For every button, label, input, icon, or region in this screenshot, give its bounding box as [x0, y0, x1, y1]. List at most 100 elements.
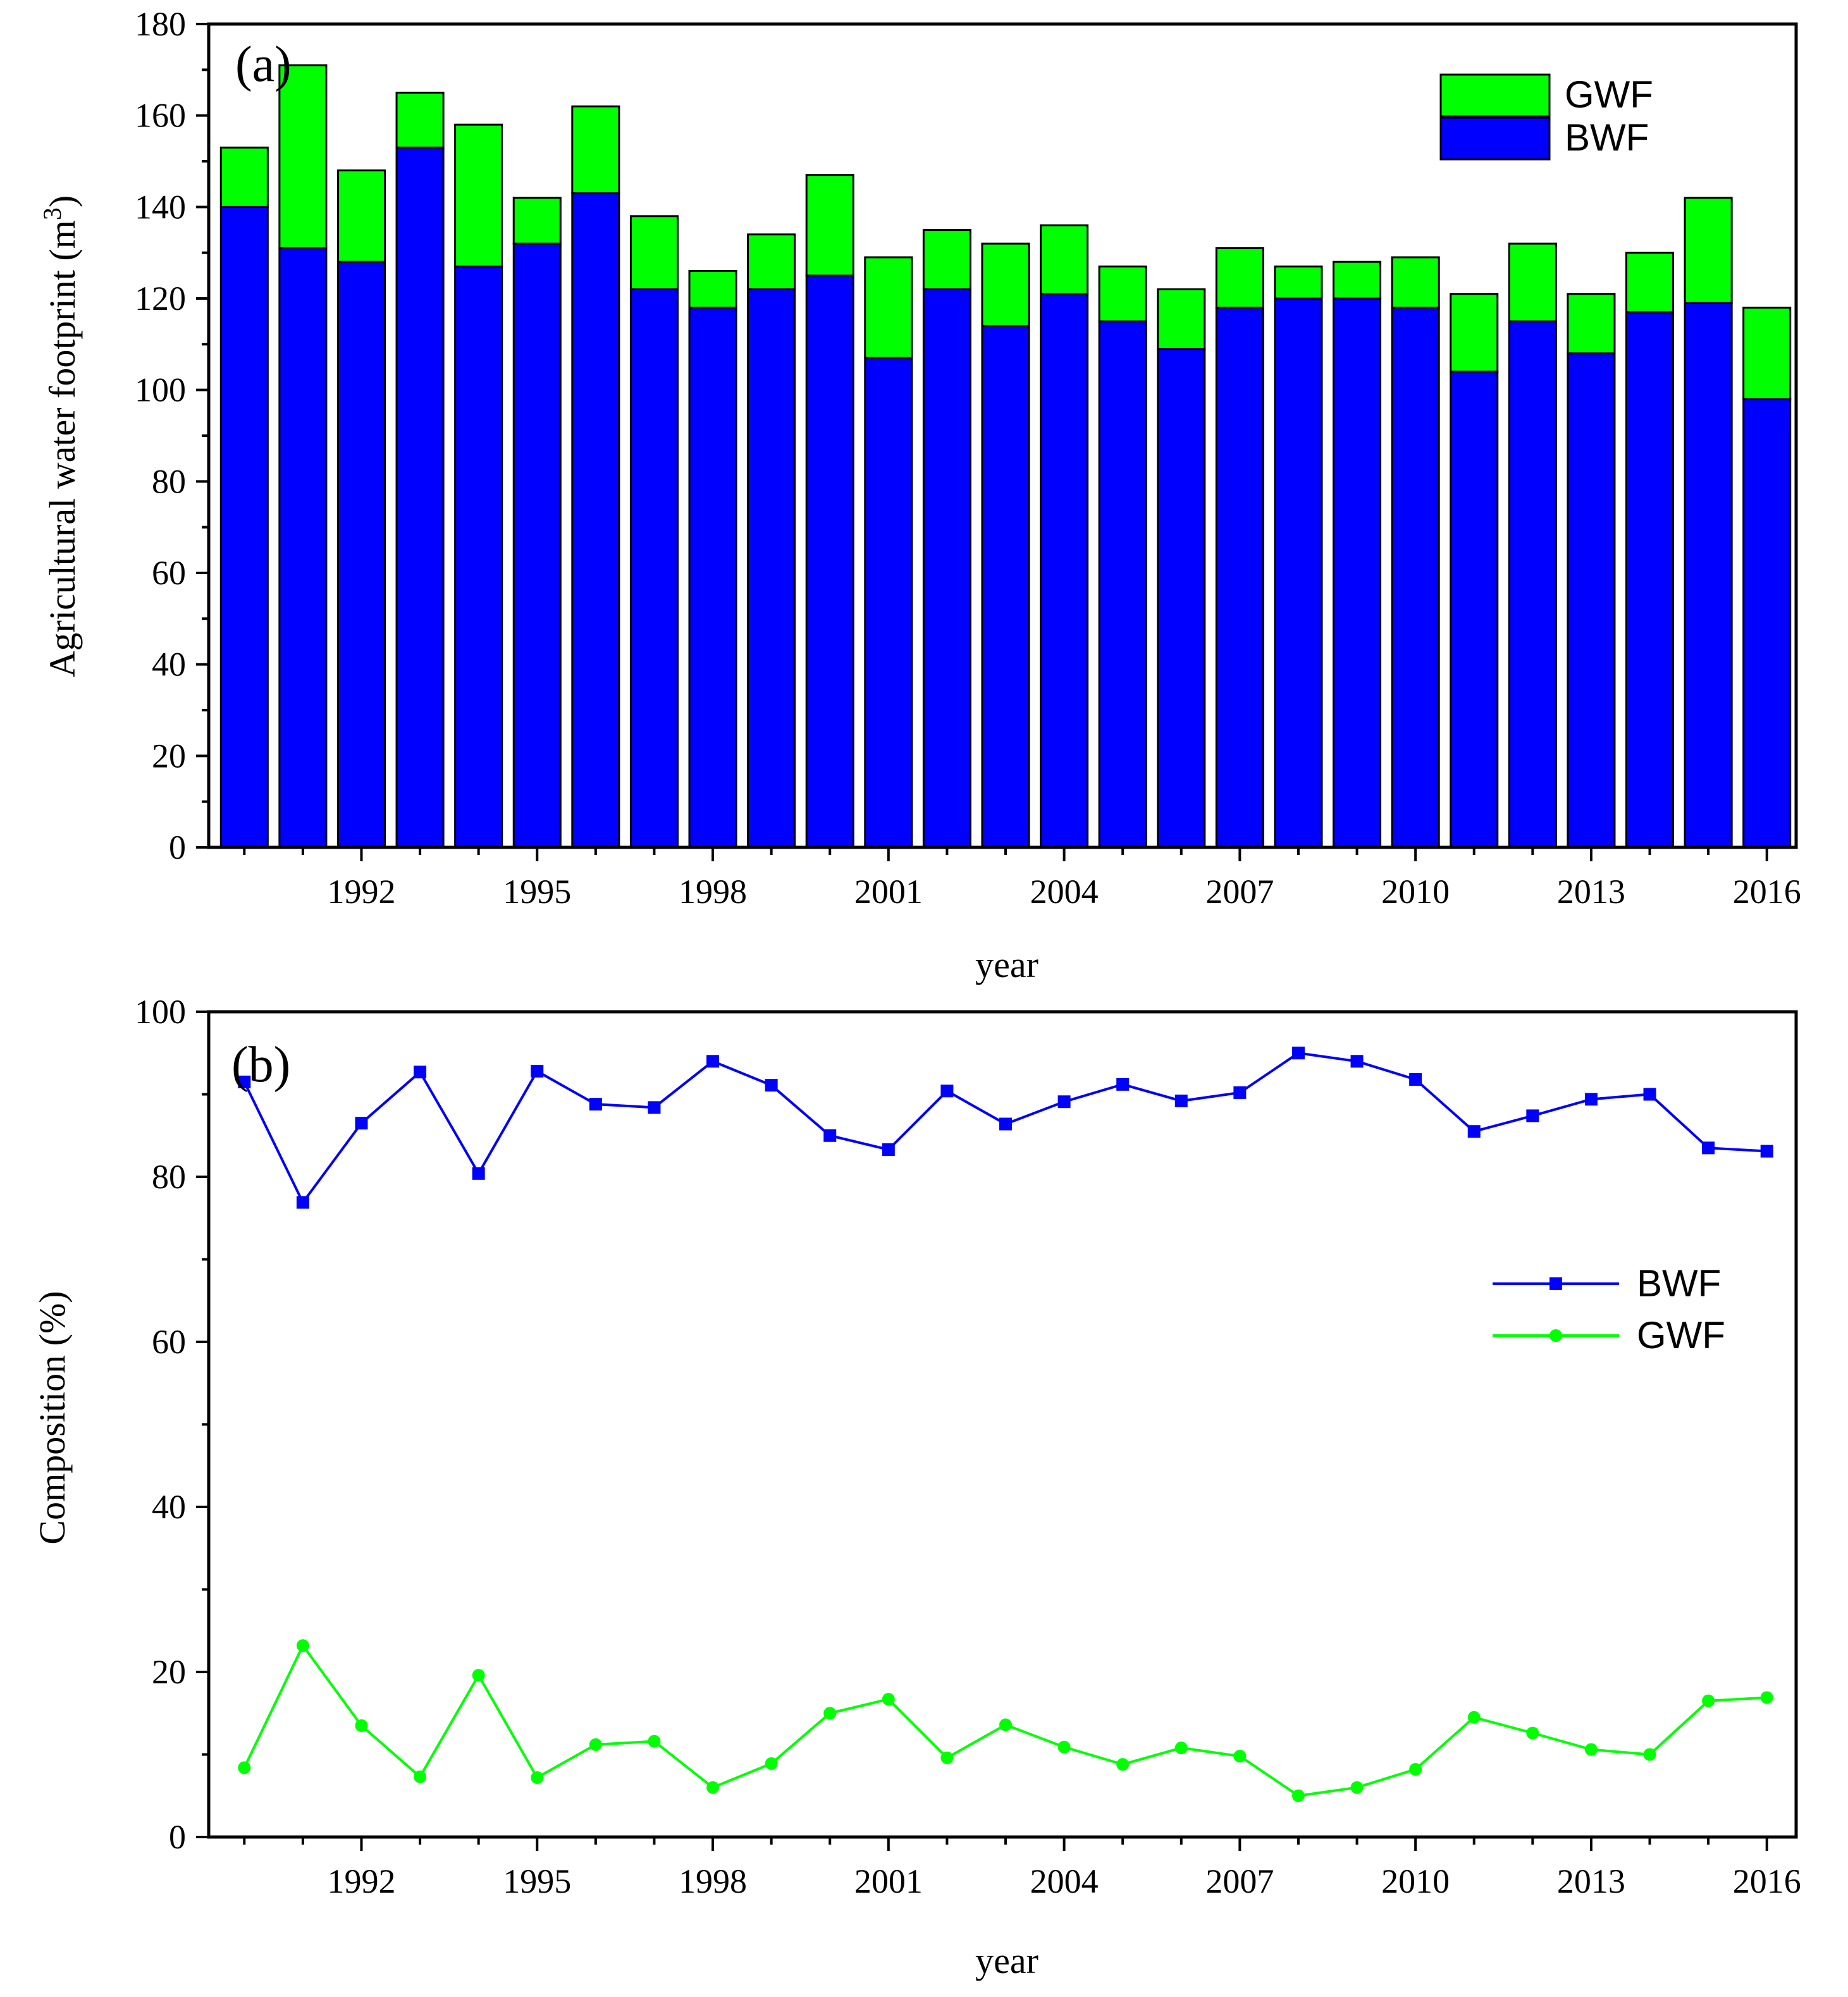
y-tick-label-b: 100: [135, 993, 186, 1031]
bar-bwf-2011: [1450, 371, 1499, 849]
point-bwf-2011: [1467, 1125, 1481, 1138]
y-axis-title-a-sup: 3: [38, 207, 66, 220]
y-tick-label-a: 80: [152, 462, 186, 500]
point-bwf-1993: [414, 1066, 427, 1079]
point-gwf-1993: [414, 1770, 427, 1783]
x-tick-label-a: 2001: [854, 873, 923, 911]
point-gwf-2016: [1760, 1691, 1773, 1704]
y-tick-label-a: 160: [135, 97, 186, 135]
legend-a-swatch-bwf: [1439, 116, 1551, 161]
bar-bwf-2003: [981, 324, 1030, 849]
point-gwf-1992: [355, 1719, 368, 1732]
point-gwf-2004: [1057, 1740, 1071, 1754]
point-bwf-1996: [589, 1098, 602, 1111]
bar-gwf-2016: [1742, 306, 1792, 400]
y-tick-label-a: 100: [135, 371, 186, 409]
bar-bwf-2015: [1684, 302, 1733, 849]
point-gwf-2011: [1467, 1711, 1481, 1724]
point-gwf-1995: [531, 1771, 544, 1785]
point-gwf-1994: [472, 1669, 485, 1682]
y-tick-label-b: 80: [152, 1158, 186, 1196]
y-tick-label-b: 40: [152, 1488, 186, 1526]
point-bwf-2007: [1233, 1086, 1247, 1099]
point-bwf-2010: [1409, 1073, 1422, 1086]
point-bwf-2001: [882, 1143, 895, 1156]
legend-b-marker-bwf: [1549, 1277, 1562, 1290]
bar-bwf-2004: [1040, 293, 1089, 849]
point-bwf-2016: [1760, 1145, 1773, 1158]
bar-gwf-1999: [747, 233, 796, 291]
point-bwf-2003: [999, 1117, 1012, 1131]
point-gwf-2006: [1174, 1742, 1188, 1755]
bar-gwf-2002: [922, 229, 971, 291]
x-tick-label-b: 2001: [854, 1862, 923, 1900]
bar-bwf-2009: [1333, 297, 1382, 849]
y-axis-title-b: Composition (%): [32, 1291, 73, 1544]
bar-gwf-1990: [219, 146, 269, 208]
bar-gwf-2008: [1274, 265, 1323, 300]
bar-bwf-2012: [1508, 320, 1557, 849]
point-bwf-1990: [238, 1075, 251, 1088]
legend-a-label-gwf: GWF: [1565, 73, 1653, 116]
bar-gwf-2005: [1098, 265, 1147, 323]
legend-b-label-bwf: BWF: [1637, 1262, 1721, 1305]
bar-gwf-2000: [805, 174, 854, 277]
bar-bwf-1996: [571, 192, 620, 849]
legend-b: BWF GWF: [1493, 1262, 1725, 1356]
x-tick-label-b: 1992: [327, 1862, 395, 1900]
bar-gwf-1995: [512, 197, 562, 245]
x-tick-label-b: 2013: [1557, 1862, 1625, 1900]
bar-gwf-2003: [981, 242, 1030, 327]
y-axis-title-a: Agricultural water footprint (m3): [38, 195, 83, 678]
bar-bwf-2007: [1215, 306, 1264, 849]
x-tick-label-b: 2004: [1030, 1862, 1099, 1900]
bar-bwf-1990: [219, 206, 269, 849]
bar-bwf-2002: [922, 288, 971, 849]
point-bwf-2014: [1643, 1088, 1656, 1101]
point-gwf-2013: [1584, 1743, 1598, 1756]
point-bwf-1991: [296, 1196, 309, 1209]
bar-bwf-2000: [805, 274, 854, 849]
bar-gwf-2004: [1040, 224, 1089, 295]
bar-gwf-2001: [864, 256, 913, 359]
bar-bwf-2005: [1098, 320, 1147, 849]
point-gwf-1998: [706, 1781, 720, 1794]
x-axis-title-a: year: [975, 944, 1038, 985]
panel-label-a: (a): [235, 37, 292, 92]
point-gwf-2002: [940, 1751, 954, 1764]
point-gwf-2007: [1233, 1750, 1247, 1763]
bar-bwf-1994: [454, 265, 503, 849]
bar-bwf-1992: [336, 261, 386, 849]
bar-bwf-1997: [629, 288, 679, 849]
panel-label-b: (b): [231, 1037, 290, 1093]
y-tick-label-a: 120: [135, 280, 186, 317]
lines-group: [238, 1047, 1773, 1802]
bar-gwf-1994: [454, 123, 503, 267]
bar-bwf-2001: [864, 357, 913, 849]
x-tick-label-b: 2016: [1733, 1862, 1801, 1900]
y-tick-label-b: 20: [152, 1653, 186, 1691]
x-tick-label-b: 1998: [679, 1862, 747, 1900]
bar-gwf-1991: [278, 64, 328, 249]
y-tick-label-a: 20: [152, 737, 186, 775]
point-gwf-1999: [765, 1757, 778, 1770]
x-tick-label-a: 2004: [1030, 873, 1099, 911]
y-tick-label-a: 60: [152, 554, 186, 592]
bar-bwf-2008: [1274, 297, 1323, 849]
point-gwf-2012: [1526, 1726, 1539, 1740]
bar-gwf-1993: [395, 92, 445, 149]
point-gwf-1996: [589, 1738, 602, 1751]
y-tick-label-a: 40: [152, 646, 186, 684]
point-bwf-1998: [706, 1055, 720, 1068]
bar-gwf-1996: [571, 105, 620, 195]
point-gwf-2009: [1350, 1781, 1364, 1794]
point-bwf-2006: [1174, 1094, 1188, 1107]
y-tick-label-a: 180: [135, 5, 186, 43]
y-tick-label-b: 0: [169, 1818, 186, 1856]
legend-a-label-bwf: BWF: [1565, 116, 1649, 159]
bar-bwf-2006: [1157, 348, 1206, 849]
x-tick-label-a: 2010: [1381, 873, 1450, 911]
y-tick-label-a: 140: [135, 188, 186, 226]
x-tick-label-a: 2007: [1205, 873, 1274, 911]
